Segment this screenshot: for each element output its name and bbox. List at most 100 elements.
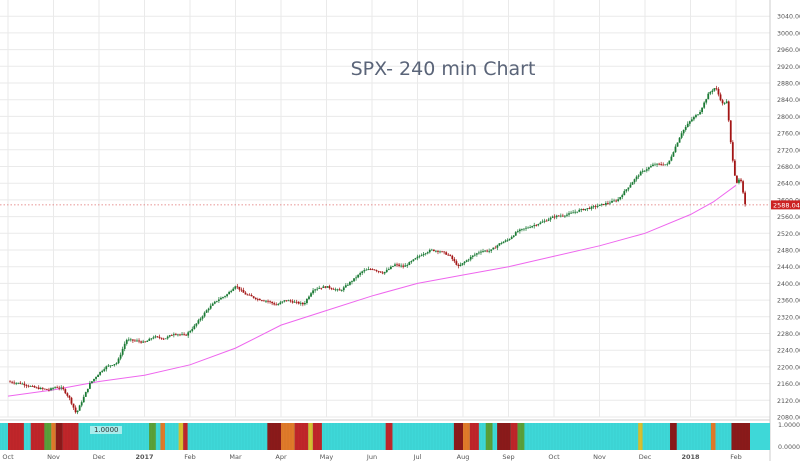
price-candle: [623, 191, 626, 196]
indicator-band: [267, 423, 281, 450]
indicator-band: [183, 423, 188, 450]
price-candle: [328, 286, 331, 289]
price-candle: [527, 227, 529, 229]
y-tick-label: 2280.00: [777, 331, 800, 338]
price-candle: [625, 189, 628, 192]
price-candle: [209, 305, 212, 309]
indicator-band: [510, 423, 518, 450]
price-candle: [656, 163, 658, 165]
indicator-band: [281, 423, 295, 450]
indicator-band: [51, 423, 56, 450]
price-candle: [125, 339, 128, 344]
price-candle: [463, 261, 466, 264]
price-candle: [398, 264, 400, 266]
price-candle: [136, 340, 138, 342]
price-candle: [248, 294, 251, 296]
price-candle: [211, 303, 214, 306]
price-candle: [381, 272, 384, 274]
price-candle: [725, 101, 728, 104]
x-tick-label: 2017: [135, 453, 153, 461]
price-candle: [197, 320, 200, 324]
price-candle: [482, 250, 484, 252]
price-candle: [107, 365, 110, 367]
price-candle: [715, 88, 718, 90]
price-candle: [234, 286, 237, 289]
price-candle: [84, 392, 87, 397]
price-candle: [342, 287, 345, 291]
y-tick-label: 2400.00: [777, 281, 800, 288]
indicator-band: [62, 423, 79, 450]
price-candle: [269, 301, 271, 303]
price-candle: [29, 386, 32, 387]
price-candle: [310, 293, 312, 297]
y-tick-label: 2960.00: [777, 47, 800, 54]
x-tick-label: 2018: [681, 453, 700, 461]
price-candle: [727, 101, 730, 121]
price-candle: [740, 179, 742, 182]
price-candle: [551, 216, 554, 218]
price-candle: [494, 247, 497, 249]
price-candle: [353, 278, 355, 282]
price-candle: [416, 256, 419, 259]
price-candle: [23, 383, 26, 386]
price-candle: [400, 265, 403, 267]
price-candle: [134, 340, 136, 342]
indicator-band: [164, 423, 179, 450]
price-candle: [336, 289, 339, 291]
indicator-band: [312, 423, 322, 450]
price-candle: [469, 256, 472, 260]
price-candle: [129, 339, 132, 341]
y-tick-label: 2720.00: [777, 147, 800, 154]
price-candle: [232, 288, 235, 291]
price-candle: [510, 237, 513, 239]
indicator-band: [469, 423, 479, 450]
price-candle: [213, 301, 216, 304]
price-candle: [504, 240, 507, 242]
indicator-band: [670, 423, 677, 450]
price-candle: [349, 282, 351, 285]
x-tick-label: Feb: [184, 453, 196, 461]
price-candle: [437, 250, 439, 252]
price-candle: [578, 209, 581, 212]
price-candle: [733, 160, 736, 176]
price-candle: [179, 334, 181, 336]
price-candle: [539, 222, 542, 225]
price-candle: [242, 290, 245, 293]
y-tick-label: 2480.00: [777, 248, 800, 255]
price-candle: [46, 388, 48, 390]
price-candle: [496, 245, 499, 248]
price-candle: [340, 290, 343, 291]
price-candle: [521, 228, 523, 230]
x-tick-label: May: [320, 453, 334, 461]
price-candle: [645, 169, 648, 171]
price-candle: [97, 374, 99, 378]
price-candle: [709, 92, 712, 94]
price-candle: [404, 265, 407, 267]
price-candle: [330, 288, 333, 289]
price-candle: [279, 302, 282, 305]
indicator-label-group: 1.0000: [90, 426, 122, 434]
price-candle: [263, 300, 265, 302]
price-candle: [293, 301, 296, 303]
y-tick-label: 2440.00: [777, 264, 800, 271]
price-candle: [312, 290, 314, 294]
price-candle: [635, 176, 638, 180]
price-candle: [662, 164, 665, 166]
price-candle: [680, 133, 683, 138]
price-candle: [506, 239, 509, 241]
price-candle: [43, 388, 46, 390]
price-candle: [281, 301, 284, 303]
price-candle: [729, 120, 732, 143]
price-candle: [570, 212, 572, 214]
price-candle: [207, 308, 210, 311]
price-candle: [369, 269, 372, 270]
price-candle: [502, 241, 505, 244]
y-tick-label: 2320.00: [777, 314, 800, 321]
price-candle: [224, 296, 226, 298]
price-candle: [650, 166, 652, 168]
indicator-band: [524, 423, 639, 450]
price-candle: [529, 227, 532, 229]
price-candle: [629, 184, 632, 188]
price-candle: [15, 382, 18, 384]
price-candle: [138, 340, 140, 342]
